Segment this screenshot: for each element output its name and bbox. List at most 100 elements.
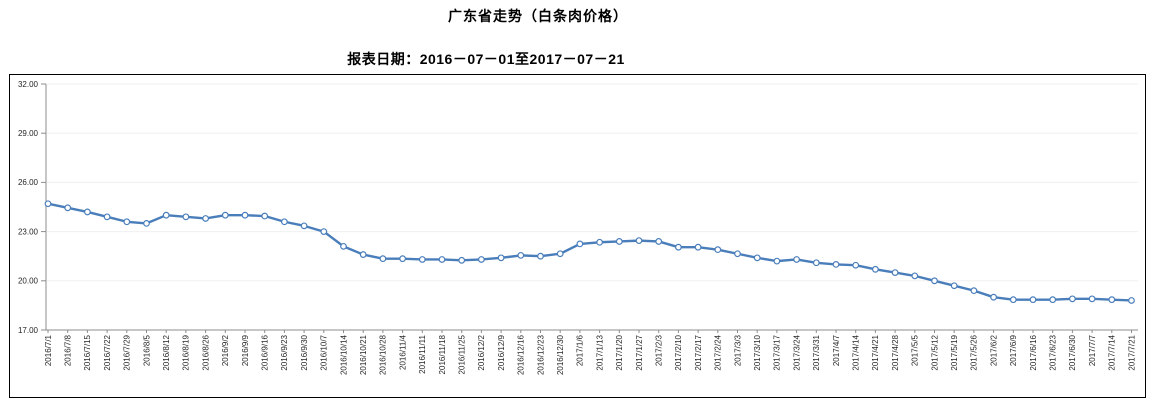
x-axis-tick-label: 2017/2/24 (714, 334, 723, 370)
x-axis-tick-label: 2017/4/21 (871, 334, 880, 370)
data-point-marker (497, 254, 505, 262)
x-axis-tick-label: 2017/5/26 (970, 334, 979, 370)
x-axis-tick-label: 2017/1/6 (576, 334, 585, 366)
data-point-marker (44, 200, 52, 208)
data-point-marker (478, 256, 485, 263)
x-axis-tick-label: 2016/7/1 (44, 334, 53, 366)
data-point-marker (773, 257, 781, 265)
x-axis-tick-label: 2017/6/2 (989, 334, 998, 366)
x-axis-tick-label: 2017/3/31 (812, 334, 821, 370)
data-point-marker (675, 243, 682, 251)
data-point-marker (1128, 297, 1135, 304)
x-axis-tick-label: 2017/6/23 (1049, 334, 1058, 370)
x-axis-tick-label: 2016/10/28 (379, 334, 388, 375)
report-date-range: 报表日期：2016－07－01至2017－07－21 (347, 51, 625, 67)
data-point-marker (202, 215, 210, 222)
x-axis-tick-label: 2017/2/17 (694, 334, 703, 370)
y-axis-tick-label: 23.00 (18, 227, 39, 236)
x-axis-tick-label: 2016/11/4 (398, 334, 407, 370)
data-point-marker (64, 204, 72, 212)
x-axis-tick-label: 2016/11/11 (418, 334, 427, 373)
data-point-marker (103, 213, 111, 221)
data-point-marker (1029, 296, 1037, 304)
x-axis-tick-label: 2017/1/20 (615, 334, 624, 370)
x-axis-tick-label: 2017/5/12 (930, 334, 939, 370)
x-axis-tick-label: 2017/5/19 (950, 334, 959, 370)
x-axis-tick-label: 2017/6/16 (1029, 334, 1038, 370)
data-point-marker (261, 212, 269, 220)
x-axis-tick-label: 2017/7/14 (1108, 334, 1117, 370)
data-point-marker (970, 287, 978, 295)
x-axis-tick-label: 2017/2/10 (674, 334, 683, 370)
x-axis-tick-label: 2016/12/16 (517, 334, 526, 375)
data-point-marker (537, 252, 544, 260)
y-axis-tick-label: 20.00 (18, 277, 39, 286)
data-point-marker (931, 277, 938, 285)
x-axis-tick-label: 2017/4/14 (852, 334, 861, 370)
x-axis-tick-label: 2017/7/7 (1088, 334, 1097, 366)
data-point-marker (143, 219, 150, 227)
data-point-marker (182, 213, 190, 221)
x-axis-tick-label: 2017/3/17 (773, 334, 782, 370)
data-point-marker (1049, 296, 1057, 304)
x-axis-tick-label: 2016/11/25 (458, 334, 467, 374)
x-axis-tick-label: 2016/10/14 (339, 334, 348, 375)
data-point-marker (753, 254, 761, 262)
data-point-marker (359, 251, 367, 258)
data-point-marker (615, 238, 623, 245)
data-point-marker (438, 256, 446, 263)
x-axis-tick-label: 2017/7/21 (1127, 334, 1136, 370)
x-axis-tick-label: 2016/9/30 (300, 334, 309, 370)
data-point-marker (655, 238, 663, 245)
x-axis-tick-label: 2016/10/21 (359, 334, 368, 375)
x-axis-tick-label: 2016/8/26 (201, 334, 210, 370)
data-point-marker (635, 237, 643, 245)
x-axis-tick-label: 2016/12/23 (536, 334, 545, 375)
data-point-marker (694, 243, 702, 251)
x-axis-tick-label: 2017/2/3 (655, 334, 664, 366)
x-axis-tick-label: 2017/1/13 (595, 334, 604, 370)
data-point-marker (221, 211, 229, 219)
data-point-marker (872, 265, 879, 273)
data-point-marker (320, 228, 328, 236)
data-point-marker (458, 256, 466, 264)
data-point-marker (852, 261, 860, 269)
data-point-marker (714, 246, 722, 254)
data-point-marker (162, 211, 170, 219)
x-axis-tick-label: 2017/1/27 (635, 334, 644, 370)
y-axis-tick-label: 17.00 (18, 326, 39, 335)
data-point-marker (1068, 295, 1076, 303)
x-axis-tick-label: 2017/6/30 (1068, 334, 1077, 370)
x-axis-tick-label: 2017/5/5 (911, 334, 920, 366)
x-axis-tick-label: 2016/8/19 (182, 334, 191, 370)
data-point-marker (281, 218, 288, 226)
x-axis-tick-label: 2016/8/12 (162, 334, 171, 370)
data-point-marker (1088, 295, 1096, 303)
x-axis-tick-label: 2017/3/10 (753, 334, 762, 370)
data-point-marker (596, 238, 603, 246)
page-title: 广东省走势（白条肉价格） (448, 8, 628, 24)
x-axis-tick-label: 2017/4/7 (832, 334, 841, 366)
data-point-marker (734, 250, 741, 258)
price-line (46, 202, 1133, 302)
x-axis-tick-label: 2016/11/18 (438, 334, 447, 374)
data-point-marker (812, 259, 820, 267)
x-axis-tick-label: 2016/8/5 (142, 334, 151, 366)
y-axis-tick-label: 29.00 (18, 129, 39, 138)
x-axis-tick-label: 2016/12/2 (477, 334, 486, 370)
data-point-marker (891, 269, 899, 277)
x-axis-tick-label: 2016/12/9 (497, 334, 506, 370)
data-point-marker (83, 208, 91, 216)
x-axis-tick-label: 2016/7/15 (83, 334, 92, 370)
data-point-marker (556, 250, 564, 258)
data-point-marker (300, 222, 308, 230)
data-point-marker (340, 242, 347, 250)
y-axis-tick-label: 26.00 (18, 178, 39, 187)
chart-frame: 17.00 20.00 23.00 26.00 29.00 32.00 2016/7/1 20… (9, 74, 1146, 398)
x-axis-tick-label: 2017/3/3 (733, 334, 742, 366)
x-axis-tick-label: 2016/7/22 (103, 334, 112, 370)
data-point-marker (576, 240, 584, 248)
data-point-marker (1009, 296, 1017, 304)
x-axis-tick-label: 2016/7/8 (64, 334, 73, 366)
data-point-marker (832, 260, 840, 268)
